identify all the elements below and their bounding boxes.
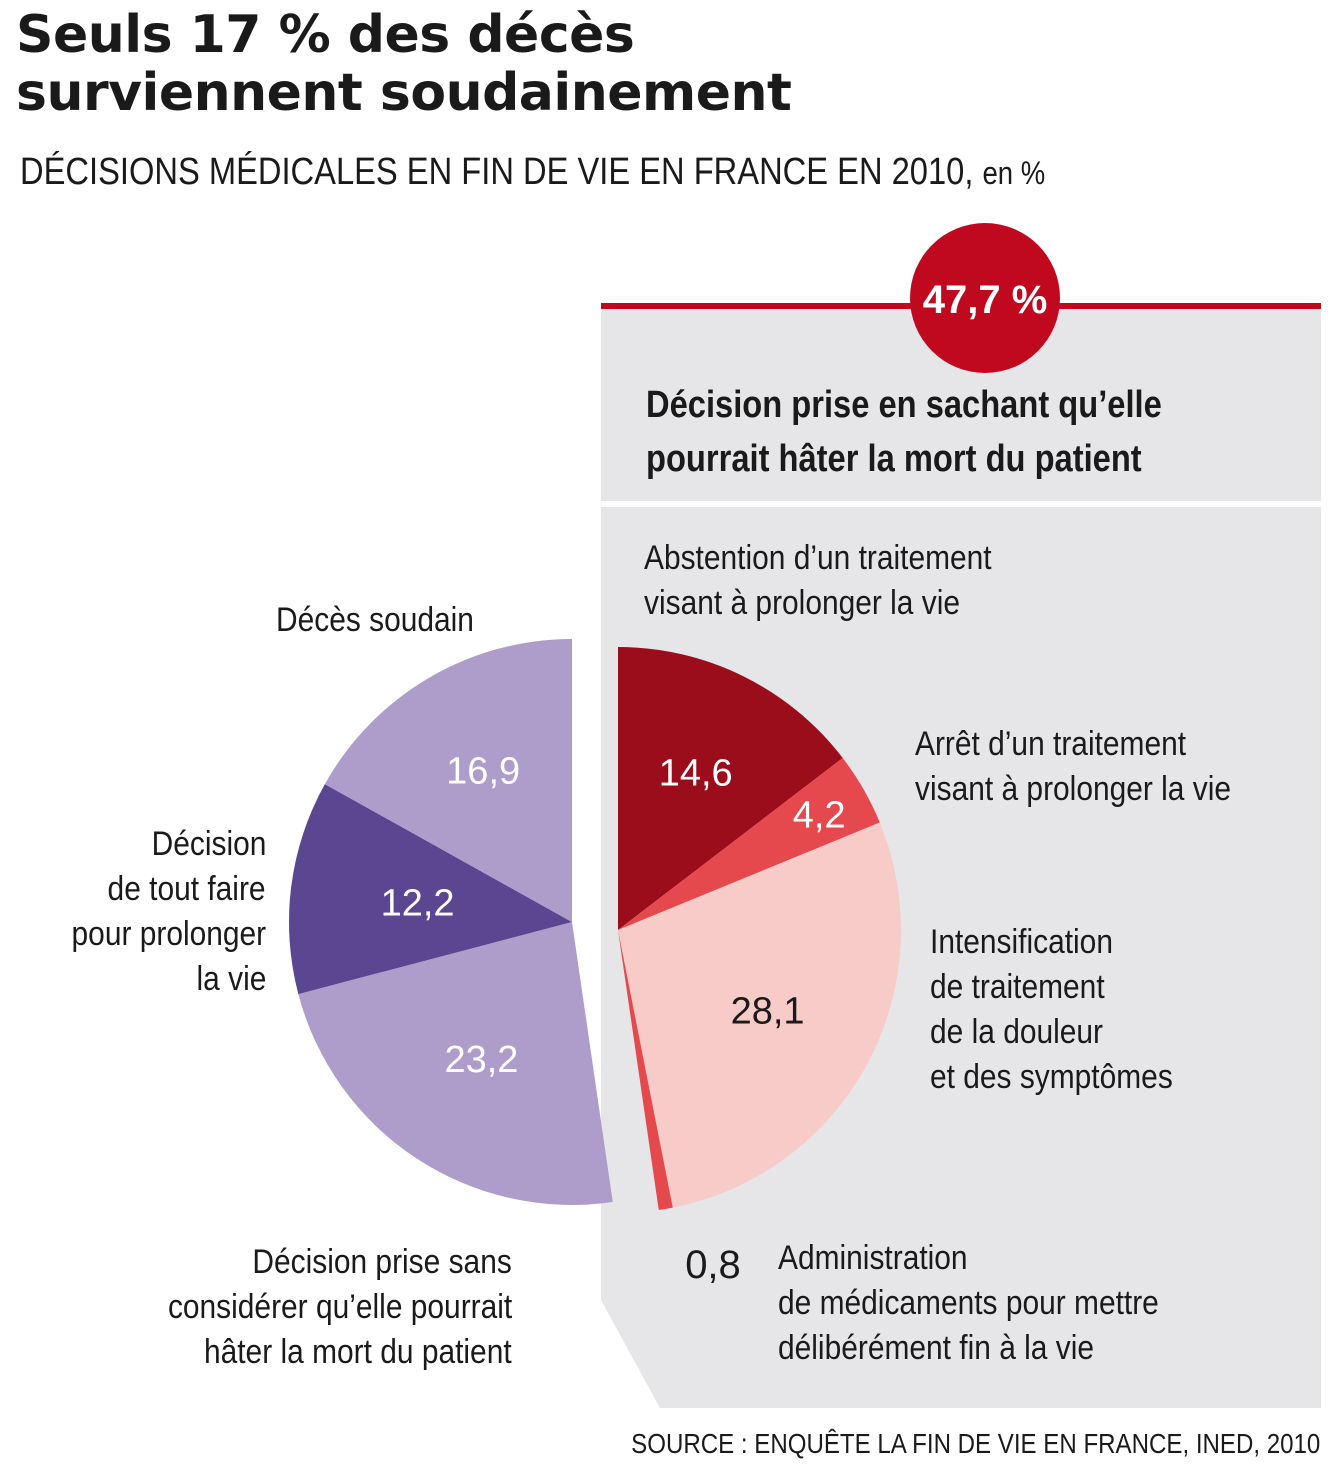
label-decision-sans: Décision prise sans considérer qu’elle p… (167, 1243, 512, 1371)
label-abstention: Abstention d’un traitement visant à prol… (644, 539, 992, 622)
label-arret: Arrêt d’un traitement visant à prolonger… (915, 725, 1232, 808)
pie-slice (289, 784, 572, 995)
slice-value-label: 23,2 (444, 1039, 518, 1081)
source-note: SOURCE : ENQUÊTE LA FIN DE VIE EN FRANCE… (630, 1428, 1320, 1459)
pie-slice (618, 822, 902, 1208)
badge-circle (910, 223, 1060, 373)
pie-slice (618, 930, 673, 1211)
slice-value-label: 28,1 (731, 990, 805, 1032)
chart-subtitle: DÉCISIONS MÉDICALES EN FIN DE VIE EN FRA… (20, 150, 1045, 195)
chart-title-line2: surviennent soudainement (16, 63, 792, 123)
slice-value-label: 16,9 (446, 751, 520, 793)
label-administration: Administration de médicaments pour mettr… (778, 1239, 1159, 1367)
slice-value-label: 14,6 (659, 753, 733, 795)
label-intensification: Intensification de traitement de la doul… (930, 923, 1173, 1096)
chart-title: Seuls 17 % des décès surviennent soudain… (16, 5, 792, 123)
subtitle-unit: en % (982, 155, 1046, 191)
pie-slice (324, 639, 572, 922)
label-tout-faire: Décision de tout faire pour prolonger la… (71, 825, 266, 998)
panel-title-line1: Décision prise en sachant qu’elle (646, 384, 1162, 426)
subtitle-text: DÉCISIONS MÉDICALES EN FIN DE VIE EN FRA… (20, 151, 974, 193)
panel-title-line2: pourrait hâter la mort du patient (646, 438, 1142, 480)
panel-title: Décision prise en sachant qu’elle pourra… (646, 378, 1246, 486)
badge-value: 47,7 % (923, 278, 1048, 322)
pie-slice (618, 647, 843, 930)
chart-title-line1: Seuls 17 % des décès (16, 5, 635, 65)
pie-slice (298, 922, 613, 1205)
slice-value-label: 4,2 (793, 794, 846, 836)
slice-value-label: 0,8 (685, 1243, 741, 1287)
label-deces: Décès soudain (276, 601, 474, 639)
slice-value-label: 12,2 (381, 882, 455, 924)
pie-slice (618, 757, 880, 930)
